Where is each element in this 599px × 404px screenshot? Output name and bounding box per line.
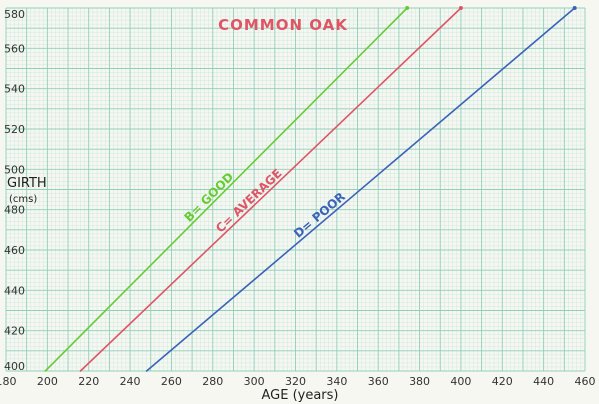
series-end-point xyxy=(405,6,410,10)
series-end-point xyxy=(458,6,463,10)
x-axis-title: AGE (years) xyxy=(261,388,338,403)
y-tick-label: 560 xyxy=(4,42,25,55)
x-tick-label: 460 xyxy=(575,375,596,388)
y-axis-unit: (cms) xyxy=(9,194,37,205)
y-tick-label: 440 xyxy=(4,284,25,297)
x-tick-label: 380 xyxy=(409,375,430,388)
x-tick-label: 280 xyxy=(202,375,223,388)
y-tick-label: 520 xyxy=(4,123,25,136)
y-axis-title: GIRTH xyxy=(7,176,47,191)
x-tick-labels: 180 200 220 240 260 280 300 320 340 360 380 400 420 4… xyxy=(0,375,596,388)
x-tick-label: 220 xyxy=(78,375,99,388)
y-tick-label: 540 xyxy=(4,83,25,96)
series-line xyxy=(44,7,408,372)
series-line xyxy=(79,7,462,372)
x-tick-label: 200 xyxy=(37,375,58,388)
grid-major xyxy=(5,7,586,372)
x-tick-label: 240 xyxy=(120,375,141,388)
x-tick-label: 300 xyxy=(244,375,265,388)
x-tick-label: 340 xyxy=(326,375,347,388)
series-end-point xyxy=(572,6,577,10)
y-tick-label: 500 xyxy=(4,163,25,176)
y-tick-label: 400 xyxy=(4,360,25,373)
x-tick-label: 400 xyxy=(450,375,471,388)
x-tick-label: 320 xyxy=(285,375,306,388)
y-tick-label: 420 xyxy=(4,325,25,338)
y-tick-label: 460 xyxy=(4,244,25,257)
x-tick-label: 440 xyxy=(533,375,554,388)
y-tick-label: 480 xyxy=(4,204,25,217)
chart-title: COMMON OAK xyxy=(218,16,348,34)
x-tick-label: 260 xyxy=(161,375,182,388)
x-tick-label: 180 xyxy=(0,375,17,388)
y-tick-label: 580 xyxy=(4,8,25,21)
y-tick-labels: 400 420 440 460 480 500 520 540 560 580 xyxy=(4,8,25,373)
series-lines xyxy=(44,6,577,372)
x-tick-label: 420 xyxy=(492,375,513,388)
series-line xyxy=(145,7,576,372)
x-tick-label: 360 xyxy=(368,375,389,388)
